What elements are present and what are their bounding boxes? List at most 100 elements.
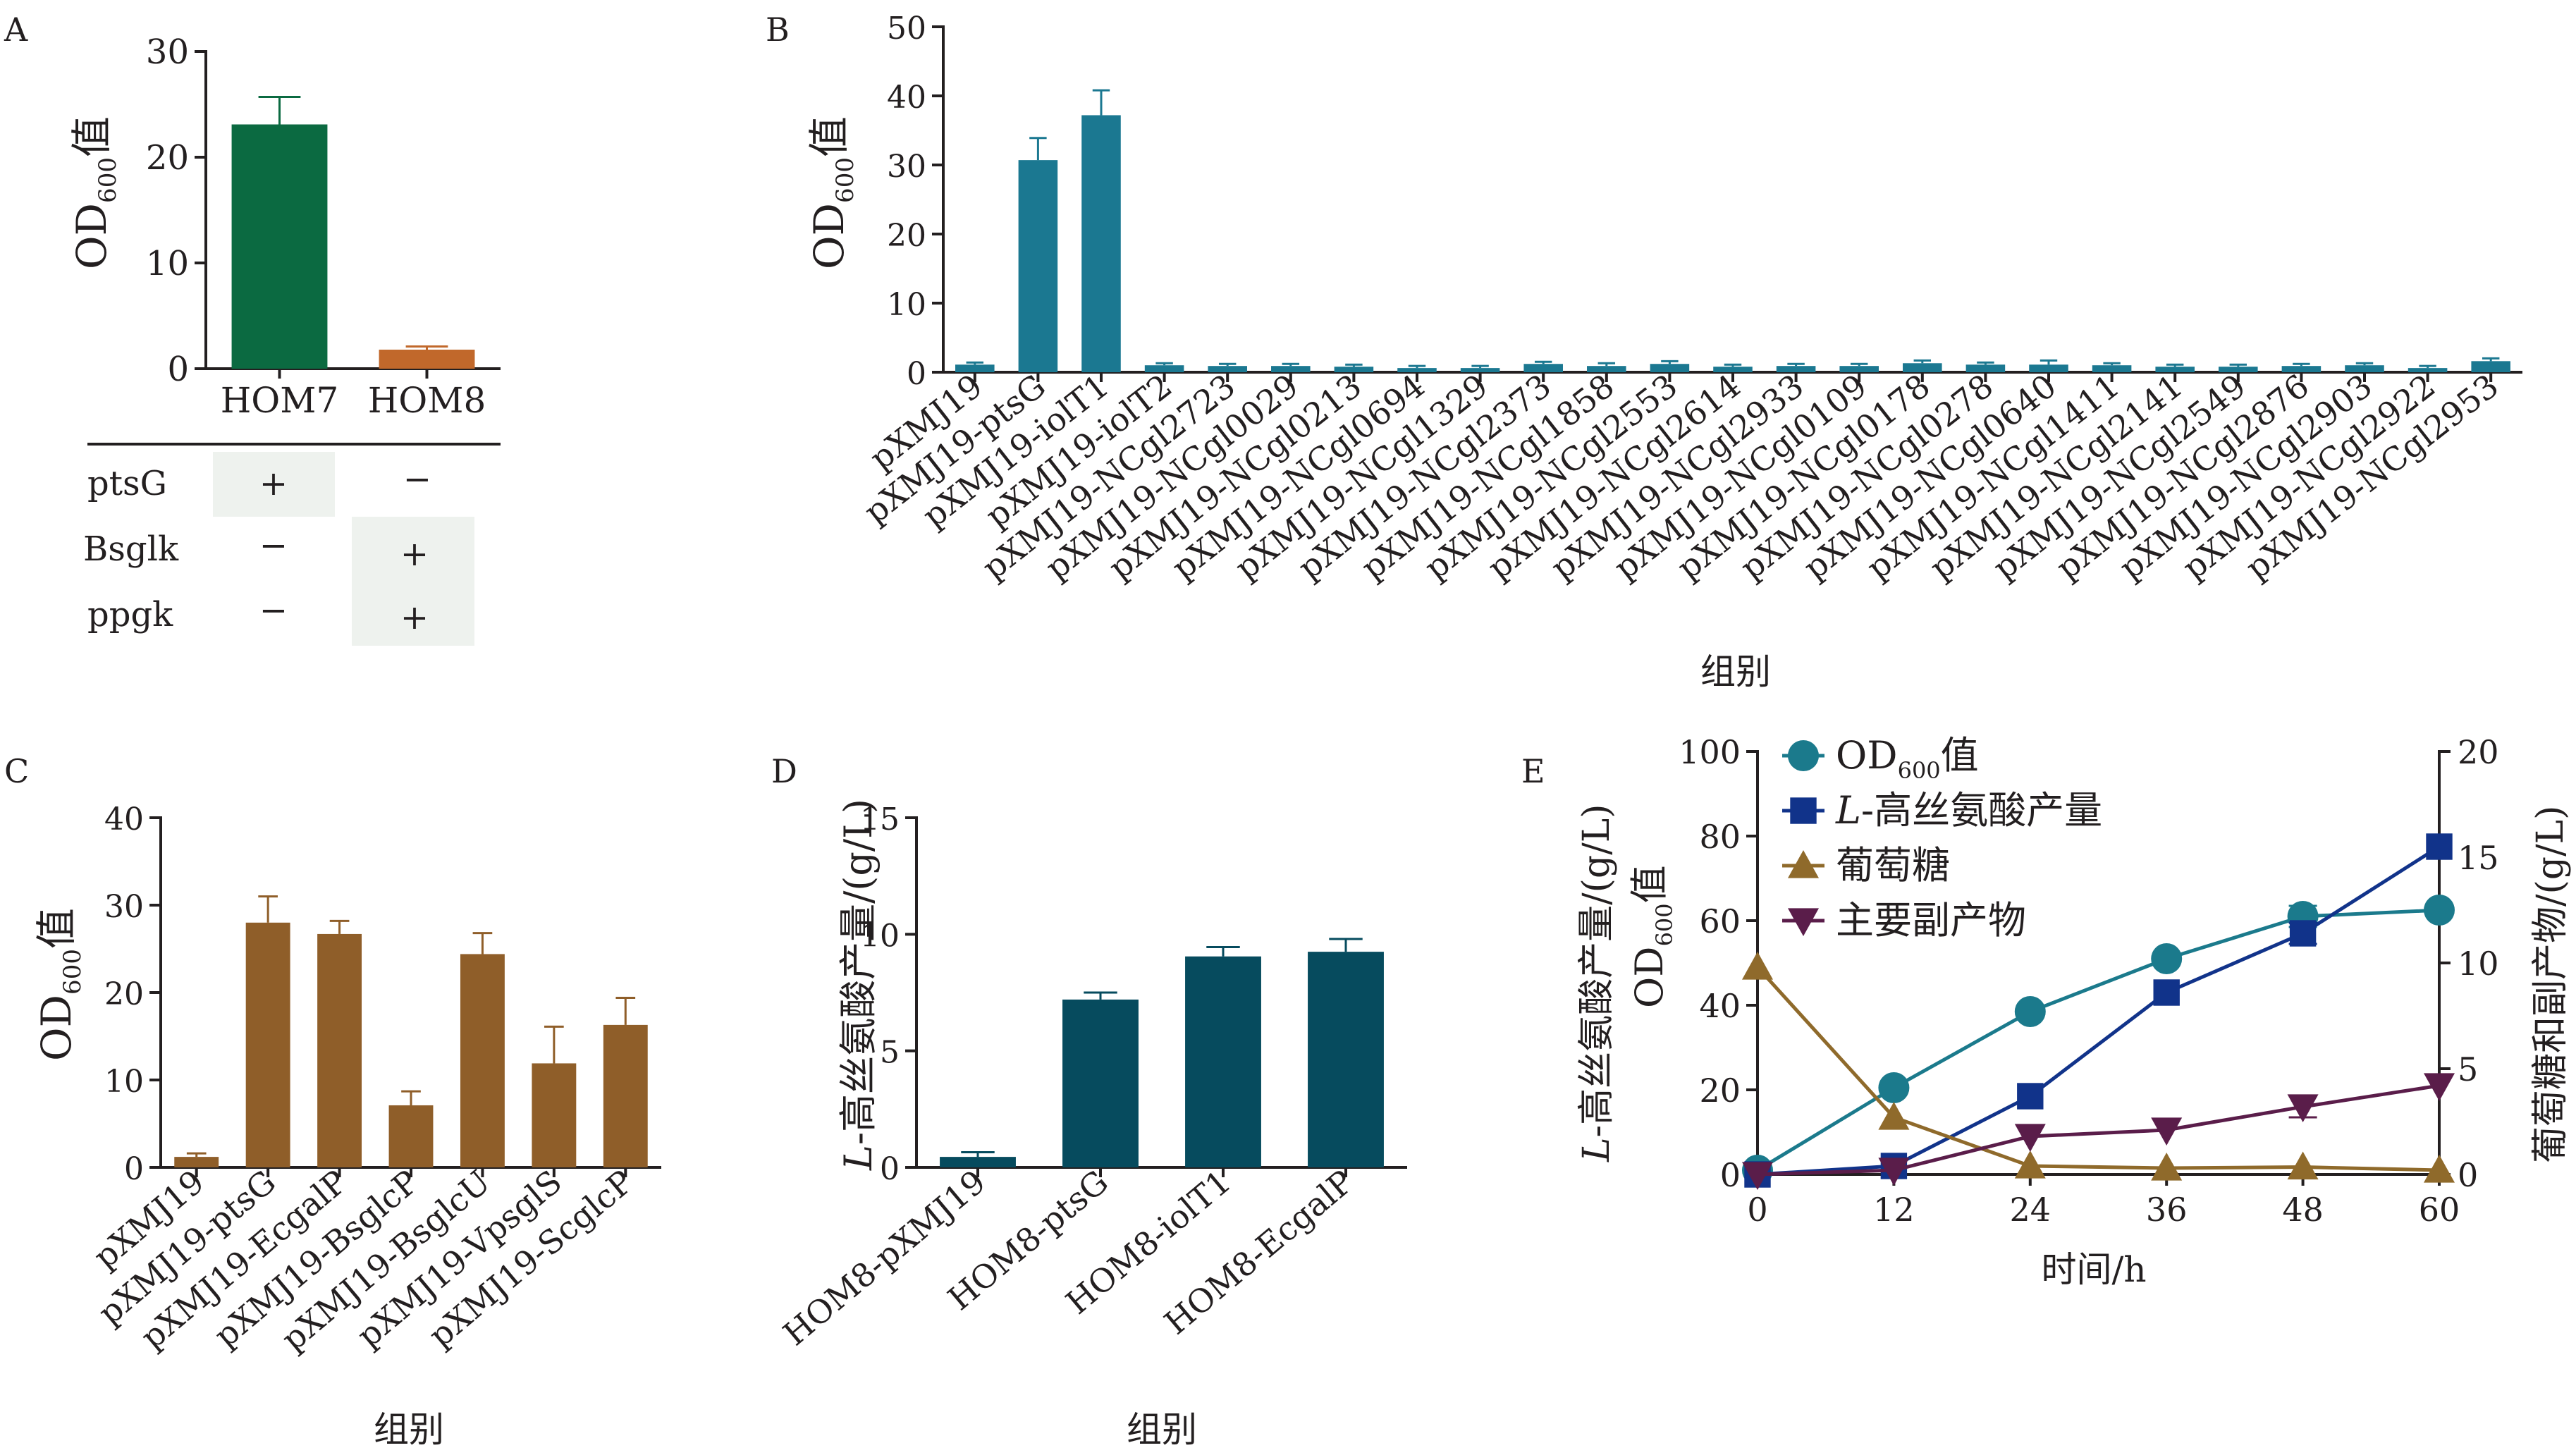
panel-e-xlabel: 时间/h [2041,1249,2146,1290]
y-tick-label: 0 [167,350,189,389]
y-tick-label: 30 [887,149,926,185]
series-line [1757,1083,2440,1177]
panel-b: B OD600值 01020304050pXMJ19pXMJ19-ptsGpXM… [766,11,2522,692]
panel-a-cell-bsglk-hom7: − [259,526,288,565]
bar [1839,366,1879,372]
panel-b-ylabel-suffix: 值 [805,116,853,157]
bar [1018,160,1058,372]
bar [1903,363,1942,372]
bar [460,954,505,1167]
series-line [1757,845,2441,1177]
y-left-tick-label: 0 [1720,1156,1741,1194]
panel-e-ylabel-left-2-sub: 600 [1651,903,1678,946]
bar [1144,365,1184,372]
panel-e: E L-高丝氨酸产量/(g/L) OD600值 葡萄糖和副产物/(g/L) 02… [1521,733,2572,1290]
panel-a-table: ptsG + − Bsglk − + ppgk − + [83,452,474,646]
bar [1460,368,1500,372]
legend-od600-main: OD [1836,733,1898,778]
bar [1713,367,1753,372]
y-tick-label: 50 [887,11,926,47]
y-tick-label: 20 [104,976,144,1012]
y-tick-label: 5 [880,1035,900,1071]
bar [1776,366,1816,372]
marker-triangle-up [1788,850,1819,878]
panel-a-table-shade-ptsg [213,452,335,517]
legend-homoserine-rest: -高丝氨酸产量 [1861,788,2102,833]
legend-homoserine-italic: L [1835,788,1861,833]
x-tick-label: HOM7 [221,380,339,421]
panel-a-cell-ppgk-hom7: − [259,591,288,630]
series-line [1756,966,2440,1172]
panel-e-ylabel-left-1-rest: -高丝氨酸产量/(g/L) [1576,804,1618,1137]
y-tick-label: 40 [104,802,144,837]
y-tick-label: 0 [124,1151,144,1187]
y-tick-label: 10 [887,287,926,323]
marker-triangle-down [1742,1162,1773,1190]
marker-square [1790,797,1817,824]
panel-e-plot: 0 20 40 60 80 100 0 5 10 15 20 0 12 24 36 48 60 [1679,733,2498,1229]
x-tick-label: 0 [1747,1191,1767,1229]
marker-triangle-down [1788,908,1819,936]
panel-e-ylabel-left-2-main: OD [1627,946,1672,1008]
marker-triangle-down [2424,1073,2455,1101]
y-tick-label: 20 [146,138,189,178]
y-tick-label: 15 [860,802,900,837]
panel-a-row-label-bsglk: Bsglk [83,529,179,569]
y-right-tick-label: 10 [2458,945,2499,983]
marker-triangle-down [1878,1158,1910,1186]
panel-a-cell-ptsg-hom7: + [259,464,288,503]
x-tick-label: 36 [2146,1191,2188,1229]
bar [2281,366,2322,372]
panel-e-ylabel-left-2-suffix: 值 [1627,865,1672,903]
marker-square [2017,1083,2044,1110]
panel-b-ylabel: OD600值 [805,116,859,269]
bar [2408,368,2448,372]
panel-a-cell-ppgk-hom8: + [400,598,429,637]
panel-c-ylabel: OD600值 [32,908,87,1061]
bar [245,922,290,1167]
y-right-tick-label: 0 [2458,1156,2478,1194]
bar [2345,365,2384,372]
bar [2155,367,2195,372]
panel-e-ylabel-left-2: OD600值 [1627,865,1678,1008]
panel-a-cell-ptsg-hom8: − [403,460,431,499]
bar [1397,368,1437,372]
panel-a-row-label-ptsg: ptsG [87,464,167,503]
marker-triangle-up [1878,1102,1910,1130]
y-tick-label: 30 [146,32,189,72]
panel-a-letter: A [4,11,28,49]
panel-c-ylabel-main: OD [32,995,80,1061]
panel-b-xlabel: 组别 [1700,651,1771,692]
marker-square [2289,920,2317,947]
bar [317,933,362,1167]
bar [603,1024,648,1167]
panel-a-ylabel-suffix: 值 [68,116,116,157]
marker-square [2153,979,2180,1006]
y-left-tick-label: 20 [1699,1072,1741,1110]
panel-b-letter: B [766,11,790,49]
marker-triangle-up [2151,1153,2183,1181]
bar [2219,367,2258,372]
bar [2471,361,2510,372]
panel-e-ylabel-left-1: L-高丝氨酸产量/(g/L) [1576,804,1618,1162]
y-tick-label: 20 [887,218,926,254]
panel-d-ylabel: L-高丝氨酸产量/(g/L) [836,799,881,1171]
bar [1081,115,1121,372]
marker-triangle-down [2014,1124,2046,1152]
panel-a-plot: 0 10 20 30 HOM7 HOM8 [146,32,501,421]
bar [2029,364,2068,372]
bar [1650,364,1690,372]
bar [2092,365,2132,372]
panel-e-ylabel-left-1-italic: L [1576,1137,1618,1162]
panel-e-legend: OD600值 L-高丝氨酸产量 葡萄糖 主要副产物 [1782,733,2102,943]
y-right-tick-label: 5 [2458,1050,2478,1088]
y-left-tick-label: 40 [1699,987,1741,1025]
legend-od600-sub: 600 [1898,757,1941,784]
bar [379,350,475,369]
bar [1523,364,1563,372]
bar [174,1157,219,1167]
y-left-tick-label: 80 [1699,818,1741,856]
legend-label-od600: OD600值 [1836,733,1979,784]
